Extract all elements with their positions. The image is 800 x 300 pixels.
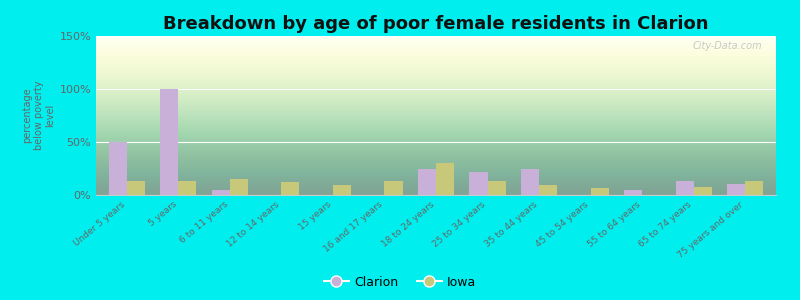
Bar xyxy=(212,190,230,195)
Bar xyxy=(127,181,145,195)
Bar xyxy=(487,181,506,195)
Bar xyxy=(178,181,197,195)
Bar xyxy=(694,187,712,195)
Bar xyxy=(745,181,763,195)
Bar xyxy=(539,185,557,195)
Bar xyxy=(470,172,487,195)
Y-axis label: percentage
below poverty
level: percentage below poverty level xyxy=(22,81,55,150)
Bar xyxy=(109,142,127,195)
Bar xyxy=(160,89,178,195)
Title: Breakdown by age of poor female residents in Clarion: Breakdown by age of poor female resident… xyxy=(163,15,709,33)
Text: City-Data.com: City-Data.com xyxy=(693,41,762,51)
Bar xyxy=(590,188,609,195)
Bar xyxy=(333,185,351,195)
Bar xyxy=(675,181,694,195)
Bar xyxy=(418,169,436,195)
Bar xyxy=(385,181,402,195)
Bar xyxy=(727,184,745,195)
Bar xyxy=(230,179,248,195)
Bar xyxy=(436,163,454,195)
Bar xyxy=(521,169,539,195)
Legend: Clarion, Iowa: Clarion, Iowa xyxy=(319,271,481,294)
Bar xyxy=(624,190,642,195)
Bar xyxy=(282,182,299,195)
